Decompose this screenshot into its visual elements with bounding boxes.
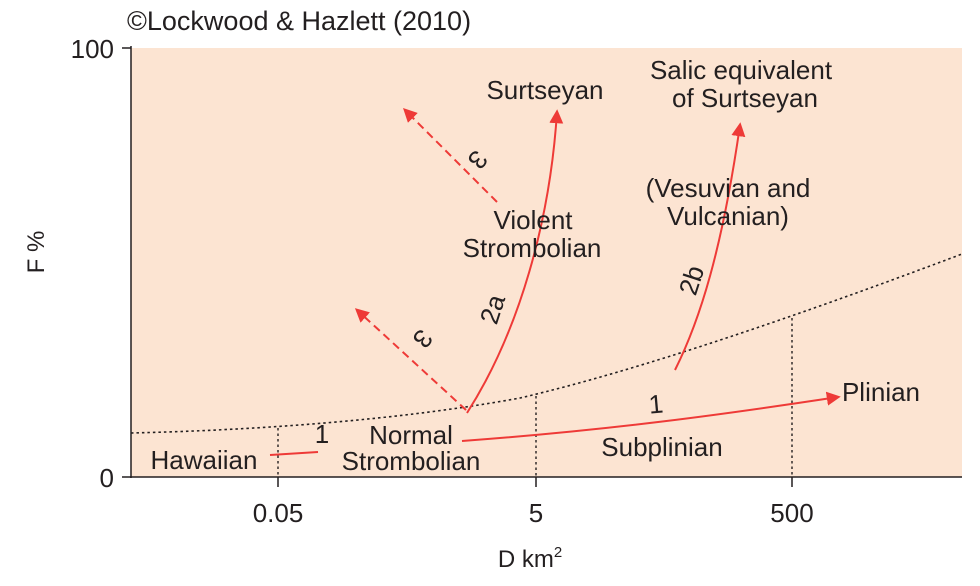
label-normal-line2: Strombolian <box>342 446 481 476</box>
label-violent-line2: Strombolian <box>463 233 602 263</box>
x-tick-label-0.05: 0.05 <box>253 498 304 528</box>
path-1-arrow <box>461 391 841 442</box>
label-plinian: Plinian <box>842 377 920 407</box>
label-salic-line2: of Surtseyan <box>672 83 818 113</box>
path-3-lower-arrow <box>354 308 467 411</box>
label-surtseyan: Surtseyan <box>486 75 603 105</box>
path-1-hawaiian-segment <box>269 451 319 456</box>
label-violent-line1: Violent <box>493 205 573 235</box>
plot-field <box>131 48 962 477</box>
x-tick-label-500: 500 <box>770 498 813 528</box>
y-tick-label-100: 100 <box>71 34 114 64</box>
label-normal-line1: Normal <box>369 420 453 450</box>
x-axis-label: D km2 <box>498 544 562 573</box>
x-axis-label-sup: 2 <box>554 544 562 561</box>
label-hawaiian: Hawaiian <box>151 445 258 475</box>
y-tick-label-0: 0 <box>100 463 114 493</box>
label-salic-line1: Salic equivalent <box>650 55 833 85</box>
x-axis-label-base: D km <box>498 546 554 573</box>
path-3-upper-arrow <box>403 108 498 203</box>
label-vesuvian-line2: Vulcanian) <box>667 201 789 231</box>
credit-text: ©Lockwood & Hazlett (2010) <box>127 6 471 36</box>
path-2a-arrow <box>466 109 564 414</box>
path-2b-arrow <box>674 122 746 371</box>
x-tick-label-5: 5 <box>529 498 543 528</box>
y-axis-label: F % <box>23 231 50 274</box>
fragmentation-boundary-curve <box>130 253 963 434</box>
label-vesuvian-line1: (Vesuvian and <box>646 173 811 203</box>
path-label-1-left: 1 <box>315 419 329 449</box>
label-subplinian: Subplinian <box>601 432 722 462</box>
path-label-1-right: 1 <box>647 388 664 419</box>
